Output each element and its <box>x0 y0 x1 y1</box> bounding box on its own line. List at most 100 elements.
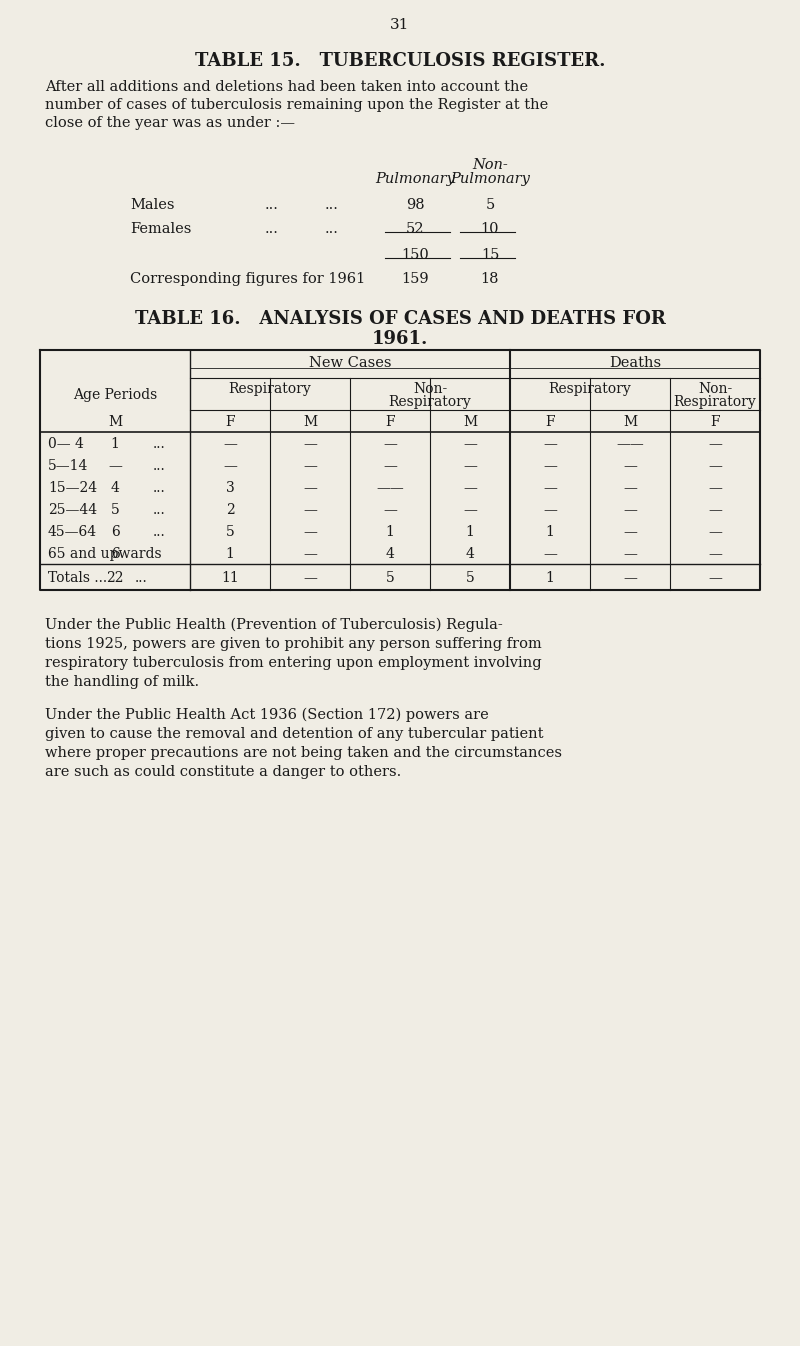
Text: TABLE 15.   TUBERCULOSIS REGISTER.: TABLE 15. TUBERCULOSIS REGISTER. <box>194 52 606 70</box>
Text: —: — <box>708 571 722 586</box>
Text: New Cases: New Cases <box>309 355 391 370</box>
Text: TABLE 16.   ANALYSIS OF CASES AND DEATHS FOR: TABLE 16. ANALYSIS OF CASES AND DEATHS F… <box>134 310 666 328</box>
Text: 5: 5 <box>110 503 119 517</box>
Text: —: — <box>543 437 557 451</box>
Text: 18: 18 <box>481 272 499 285</box>
Text: ——: —— <box>616 437 644 451</box>
Text: 159: 159 <box>401 272 429 285</box>
Text: —: — <box>543 546 557 561</box>
Text: Males: Males <box>130 198 174 213</box>
Text: the handling of milk.: the handling of milk. <box>45 674 199 689</box>
Text: ...: ... <box>325 222 339 236</box>
Text: 1961.: 1961. <box>372 330 428 349</box>
Text: ...: ... <box>265 222 279 236</box>
Text: 2: 2 <box>226 503 234 517</box>
Text: —: — <box>383 503 397 517</box>
Text: —: — <box>623 546 637 561</box>
Text: 45—64: 45—64 <box>48 525 97 538</box>
Text: Respiratory: Respiratory <box>389 394 471 409</box>
Text: tions 1925, powers are given to prohibit any person suffering from: tions 1925, powers are given to prohibit… <box>45 637 542 651</box>
Text: —: — <box>223 459 237 472</box>
Text: 15: 15 <box>481 248 499 262</box>
Text: 31: 31 <box>390 17 410 32</box>
Text: 4: 4 <box>386 546 394 561</box>
Text: —: — <box>303 571 317 586</box>
Text: 11: 11 <box>221 571 239 586</box>
Text: —: — <box>383 437 397 451</box>
Text: 98: 98 <box>406 198 424 213</box>
Text: —: — <box>623 571 637 586</box>
Text: —: — <box>108 459 122 472</box>
Text: —: — <box>303 481 317 495</box>
Text: —: — <box>383 459 397 472</box>
Text: 5: 5 <box>226 525 234 538</box>
Text: 1: 1 <box>546 571 554 586</box>
Text: ...: ... <box>325 198 339 213</box>
Text: —: — <box>623 459 637 472</box>
Text: 5: 5 <box>386 571 394 586</box>
Text: F: F <box>710 415 720 429</box>
Text: —: — <box>708 503 722 517</box>
Text: Deaths: Deaths <box>609 355 661 370</box>
Text: 5: 5 <box>486 198 494 213</box>
Text: 4: 4 <box>466 546 474 561</box>
Text: 25—44: 25—44 <box>48 503 97 517</box>
Text: ...: ... <box>152 525 165 538</box>
Text: ...: ... <box>152 481 165 495</box>
Text: —: — <box>463 503 477 517</box>
Text: —: — <box>543 481 557 495</box>
Text: Non-: Non- <box>413 382 447 396</box>
Text: 1: 1 <box>386 525 394 538</box>
Text: 52: 52 <box>406 222 424 236</box>
Text: Corresponding figures for 1961: Corresponding figures for 1961 <box>130 272 366 285</box>
Text: ...: ... <box>152 459 165 472</box>
Text: 5—14: 5—14 <box>48 459 88 472</box>
Text: —: — <box>463 437 477 451</box>
Text: 1: 1 <box>226 546 234 561</box>
Text: —: — <box>623 525 637 538</box>
Text: —: — <box>303 459 317 472</box>
Text: 65 and upwards: 65 and upwards <box>48 546 162 561</box>
Text: are such as could constitute a danger to others.: are such as could constitute a danger to… <box>45 765 402 779</box>
Text: respiratory tuberculosis from entering upon employment involving: respiratory tuberculosis from entering u… <box>45 656 542 670</box>
Text: 150: 150 <box>401 248 429 262</box>
Text: Respiratory: Respiratory <box>674 394 756 409</box>
Text: —: — <box>623 503 637 517</box>
Text: —: — <box>223 437 237 451</box>
Text: M: M <box>463 415 477 429</box>
Text: ——: —— <box>376 481 404 495</box>
Text: 4: 4 <box>110 481 119 495</box>
Text: —: — <box>543 459 557 472</box>
Text: —: — <box>303 503 317 517</box>
Text: 10: 10 <box>481 222 499 236</box>
Text: —: — <box>708 459 722 472</box>
Text: close of the year was as under :—: close of the year was as under :— <box>45 116 295 131</box>
Text: Non-: Non- <box>472 157 508 172</box>
Text: M: M <box>623 415 637 429</box>
Text: Totals ...: Totals ... <box>48 571 107 586</box>
Text: 6: 6 <box>110 546 119 561</box>
Text: Age Periods: Age Periods <box>73 388 157 402</box>
Text: 0— 4: 0— 4 <box>48 437 84 451</box>
Text: number of cases of tuberculosis remaining upon the Register at the: number of cases of tuberculosis remainin… <box>45 98 548 112</box>
Text: —: — <box>303 525 317 538</box>
Text: ...: ... <box>265 198 279 213</box>
Text: M: M <box>303 415 317 429</box>
Text: —: — <box>463 459 477 472</box>
Text: —: — <box>708 525 722 538</box>
Text: 6: 6 <box>110 525 119 538</box>
Text: Females: Females <box>130 222 191 236</box>
Text: Under the Public Health Act 1936 (Section 172) powers are: Under the Public Health Act 1936 (Sectio… <box>45 708 489 723</box>
Text: —: — <box>463 481 477 495</box>
Text: given to cause the removal and detention of any tubercular patient: given to cause the removal and detention… <box>45 727 543 742</box>
Text: —: — <box>708 546 722 561</box>
Text: —: — <box>708 481 722 495</box>
Text: F: F <box>225 415 235 429</box>
Text: ...: ... <box>135 571 148 586</box>
Text: ...: ... <box>152 437 165 451</box>
Text: F: F <box>385 415 395 429</box>
Text: Respiratory: Respiratory <box>229 382 311 396</box>
Text: 1: 1 <box>110 437 119 451</box>
Text: 22: 22 <box>106 571 124 586</box>
Text: Non-: Non- <box>698 382 732 396</box>
